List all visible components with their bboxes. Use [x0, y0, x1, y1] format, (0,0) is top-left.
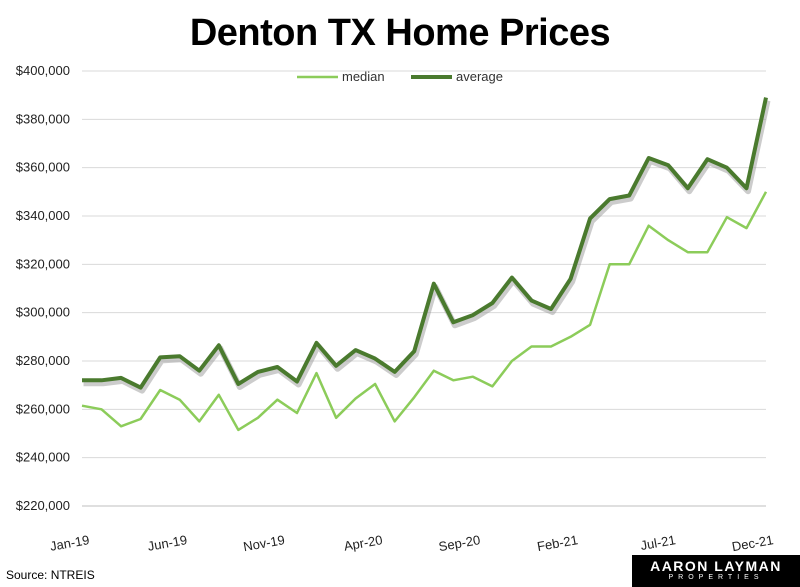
- x-tick-label: Nov-19: [242, 532, 286, 554]
- y-tick-label: $280,000: [16, 353, 70, 368]
- y-tick-label: $220,000: [16, 498, 70, 513]
- y-axis-ticks: $220,000 $240,000 $260,000 $280,000 $300,000…: [16, 63, 70, 513]
- y-tick-label: $260,000: [16, 401, 70, 416]
- logo-sub-text: PROPERTIES: [668, 574, 764, 581]
- legend-label-median: median: [342, 69, 385, 84]
- x-tick-label: Jun-19: [146, 532, 188, 554]
- x-tick-label: Dec-21: [731, 532, 775, 554]
- series-median-line: [81, 191, 768, 432]
- series-average-shadow: [83, 99, 771, 394]
- logo-main-text: AARON LAYMAN: [650, 558, 782, 574]
- y-tick-label: $340,000: [16, 208, 70, 223]
- source-note: Source: NTREIS: [6, 568, 95, 582]
- x-tick-label: Jan-19: [49, 532, 91, 554]
- y-tick-label: $320,000: [16, 256, 70, 271]
- legend: median average: [297, 69, 503, 84]
- y-tick-label: $400,000: [16, 63, 70, 78]
- y-tick-label: $240,000: [16, 450, 70, 465]
- gridlines: [82, 70, 766, 507]
- brand-logo: AARON LAYMAN PROPERTIES: [632, 555, 800, 587]
- y-tick-label: $380,000: [16, 111, 70, 126]
- series-average-line: [82, 97, 768, 390]
- y-tick-label: $300,000: [16, 305, 70, 320]
- chart-title: Denton TX Home Prices: [189, 12, 611, 54]
- legend-label-average: average: [456, 69, 503, 84]
- x-axis-ticks: Jan-19 Jun-19 Nov-19 Apr-20 Sep-20 Feb-21 Jul-…: [49, 532, 775, 554]
- y-tick-label: $360,000: [16, 160, 70, 175]
- x-tick-label: Jul-21: [639, 532, 676, 553]
- x-tick-label: Apr-20: [343, 532, 384, 554]
- x-tick-label: Feb-21: [536, 532, 579, 554]
- x-tick-label: Sep-20: [437, 532, 481, 554]
- series-lines: [81, 97, 771, 432]
